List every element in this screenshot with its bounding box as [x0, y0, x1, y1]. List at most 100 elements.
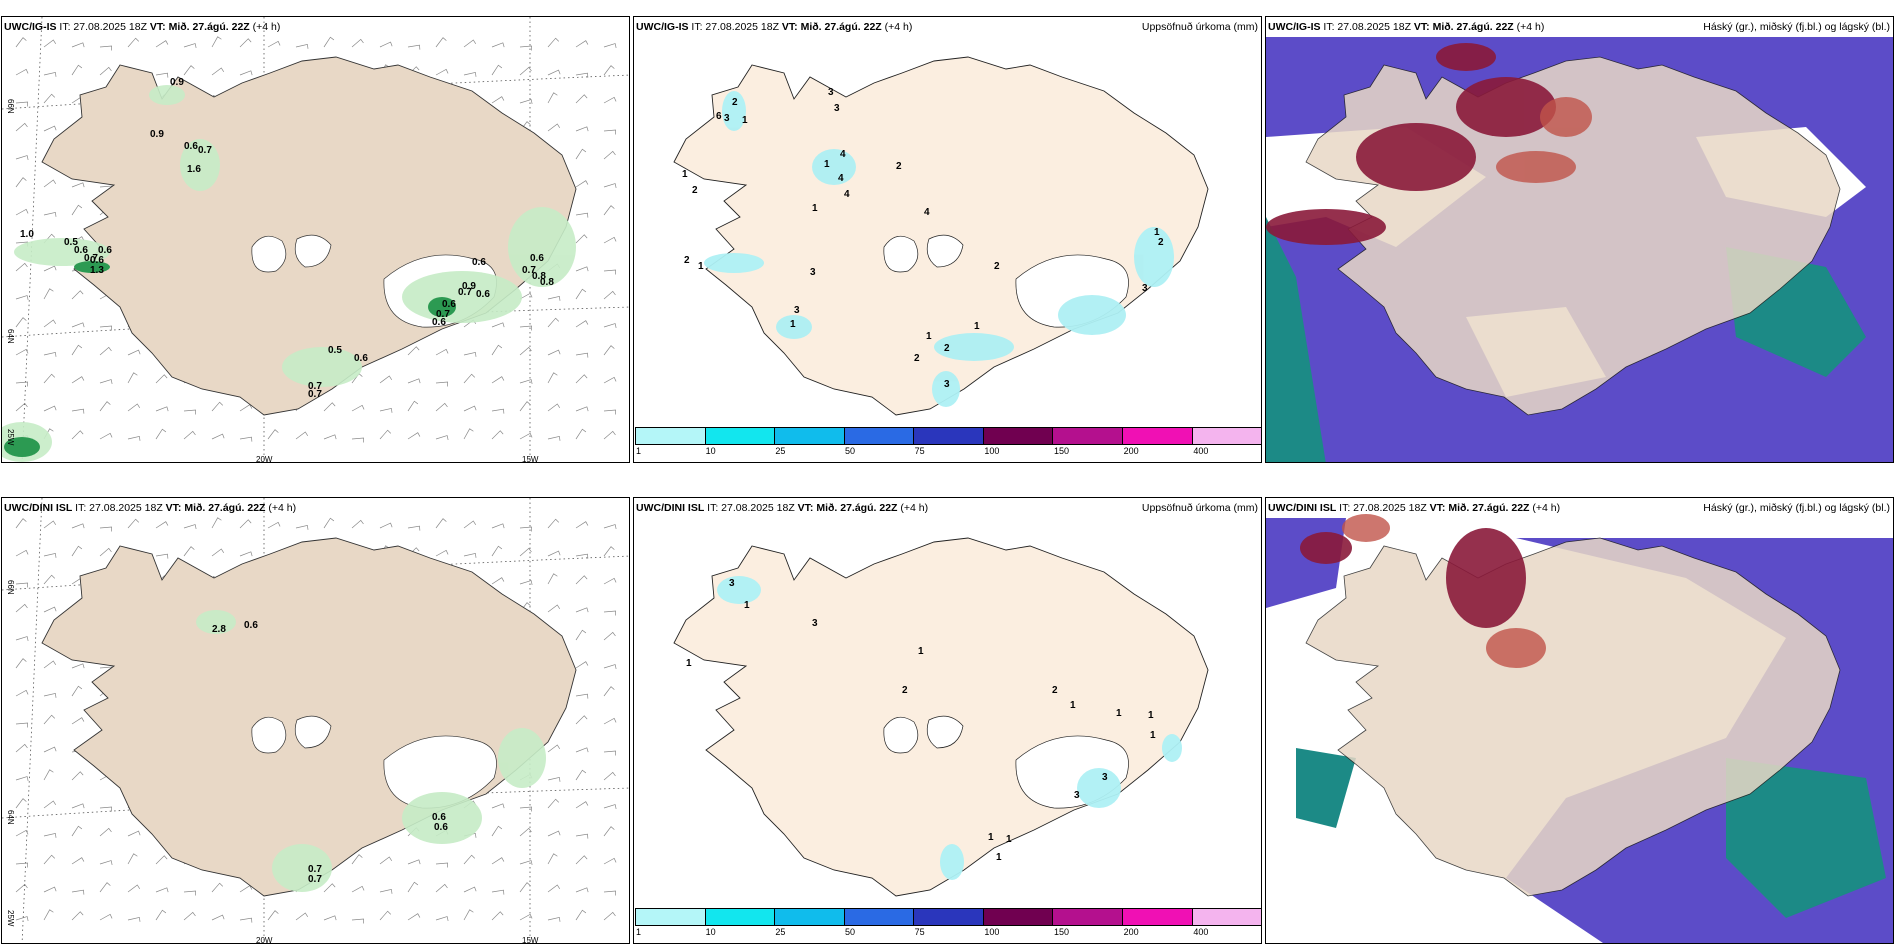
wind-barb	[15, 743, 28, 753]
wind-barb	[603, 686, 615, 697]
wind-barb	[43, 552, 57, 558]
wind-barb	[71, 803, 85, 809]
wind-barb	[99, 882, 111, 893]
value-label: 1	[1006, 834, 1012, 845]
value-label: 4	[924, 207, 930, 218]
value-label: 2	[914, 353, 920, 364]
wind-barb	[603, 771, 616, 781]
wind-barb	[519, 547, 532, 557]
value-label: 4	[844, 189, 850, 200]
value-label: 1	[1150, 730, 1156, 741]
wind-barb	[43, 886, 57, 893]
colorbar-swatch	[914, 428, 984, 444]
wind-barb	[43, 660, 57, 669]
wind-barb	[15, 689, 29, 697]
value-label: 2	[902, 685, 908, 696]
wind-barb	[211, 36, 222, 48]
wind-barb	[575, 521, 589, 529]
wind-barb	[211, 401, 224, 412]
wind-barb	[71, 685, 83, 697]
wind-barb	[15, 883, 28, 893]
wind-barb	[603, 43, 617, 49]
colorbar-swatch	[636, 428, 706, 444]
wind-barb	[15, 37, 27, 48]
wind-barb	[575, 887, 589, 893]
wind-barb	[15, 549, 29, 557]
colorbar-label: 150	[1054, 446, 1070, 456]
wind-barb	[155, 521, 169, 529]
wind-barb	[407, 378, 421, 384]
wind-barb	[379, 856, 393, 865]
wind-barb	[603, 430, 616, 440]
wind-barb	[547, 317, 560, 328]
wind-barb	[99, 346, 112, 356]
wind-map-bottom: 2.8 0.60.60.60.70.7 20W 15W 66N 64N 25W	[2, 498, 629, 944]
colorbar-swatch	[1053, 428, 1123, 444]
wind-barb	[99, 860, 113, 866]
colorbar-swatch	[1122, 428, 1193, 444]
wind-barb	[15, 658, 27, 669]
wind-barb	[575, 629, 587, 641]
wind-barb	[603, 129, 617, 135]
wind-barb	[239, 551, 253, 557]
value-label: 1	[974, 321, 980, 332]
wind-barb	[71, 182, 85, 188]
wind-barb	[351, 404, 365, 412]
wind-barb	[323, 915, 337, 921]
wind-barb	[15, 829, 29, 837]
wind-map-top: 1.00.50.90.60.70.60.61.30.90.6 0.71.60.6 0…	[2, 17, 629, 462]
value-label: 1	[682, 169, 688, 180]
wind-barb	[43, 319, 57, 328]
wind-barb	[491, 408, 505, 414]
wind-barb	[15, 582, 29, 588]
value-label: 0.6	[432, 317, 446, 328]
wind-barb	[463, 909, 474, 921]
wind-barb	[491, 376, 505, 384]
wind-barb	[239, 519, 252, 529]
value-label: 1	[918, 646, 924, 657]
value-label: 1	[996, 852, 1002, 863]
wind-barb	[267, 429, 279, 440]
wind-barb	[575, 352, 589, 358]
colorbar-swatch	[983, 428, 1054, 444]
wind-barb	[575, 607, 589, 613]
colorbar-label: 50	[845, 446, 856, 456]
wind-barb	[519, 432, 533, 440]
wind-barb	[603, 826, 615, 837]
value-label: 3	[1142, 283, 1148, 294]
value-label: 2	[732, 97, 738, 108]
wind-barb	[463, 520, 477, 529]
wind-barb	[43, 39, 57, 48]
wind-barb	[267, 910, 279, 921]
wind-barb	[43, 405, 57, 412]
wind-barb	[71, 771, 84, 781]
value-label: 3	[794, 305, 800, 316]
wind-barb	[127, 884, 141, 893]
wind-barb	[99, 806, 113, 812]
wind-barb	[463, 552, 477, 558]
wind-barb	[295, 431, 309, 440]
wind-barb	[71, 290, 84, 300]
wind-barb	[183, 524, 197, 530]
gust-areas	[196, 610, 546, 892]
wind-barb	[547, 403, 561, 412]
wind-barb	[519, 580, 533, 586]
wind-barb	[211, 882, 224, 893]
lat-label: 66N	[6, 99, 15, 114]
wind-barb	[603, 183, 617, 189]
lon-label: 20W	[256, 936, 273, 944]
wind-barb	[71, 857, 85, 865]
value-label: 2.8	[212, 624, 226, 635]
wind-barb	[99, 547, 112, 557]
wind-barb	[547, 349, 561, 356]
wind-barb	[71, 545, 83, 557]
panel-title: UWC/IG-IS IT: 27.08.2025 18Z VT: Mið. 27…	[636, 21, 913, 33]
wind-barb	[407, 346, 420, 356]
wind-barb	[491, 96, 505, 104]
wind-barb	[547, 550, 561, 557]
wind-barb	[127, 37, 140, 48]
wind-barb	[15, 295, 29, 301]
cloud-map-top	[1266, 37, 1893, 462]
wind-barb	[15, 776, 29, 782]
wind-barb	[547, 435, 561, 441]
